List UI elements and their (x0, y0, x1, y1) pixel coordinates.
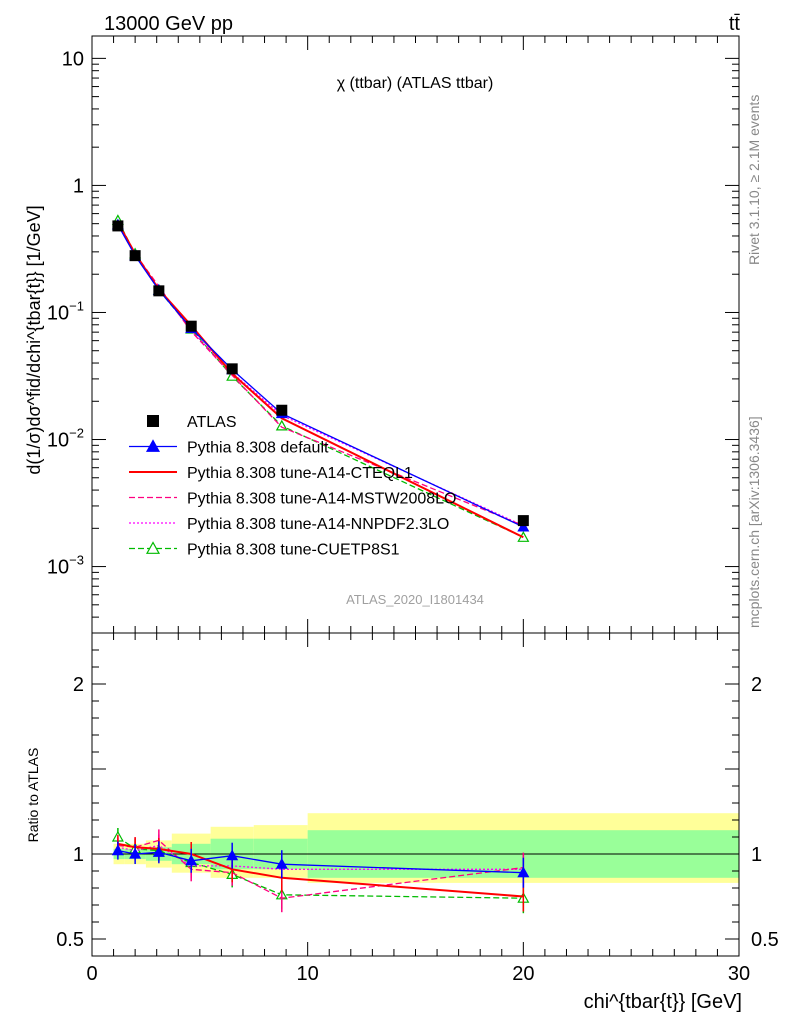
atlas-data-point (112, 220, 124, 232)
legend: ATLAS Pythia 8.308 default Pythia 8.308 tu… (129, 414, 456, 559)
main-x-ticks (91, 36, 740, 633)
ratio-point-default (111, 844, 124, 856)
ratio-point-default (517, 866, 530, 878)
main-data-marks (111, 214, 530, 542)
x-axis-title: chi^{tbar{t}} [GeV] (584, 991, 742, 1013)
ratio-x-tick-label: 10 (297, 963, 319, 985)
legend-label-cteql1: Pythia 8.308 tune-A14-CTEQL1 (187, 465, 413, 482)
ratio-point-default (226, 849, 239, 861)
series-point-default (517, 520, 530, 532)
energy-label: 13000 GeV pp (104, 13, 233, 35)
mcplots-label: mcplots.cern.ch [arXiv:1306.3436] (746, 416, 762, 628)
legend-label-cuetp: Pythia 8.308 tune-CUETP8S1 (187, 542, 400, 559)
atlas-data-point (226, 363, 238, 375)
ratio-axes: 0 10 20 300.5 0.51 12 2 (56, 632, 779, 985)
main-y-tick-label: 10−1 (47, 298, 84, 324)
legend-label-mstw: Pythia 8.308 tune-A14-MSTW2008LO (187, 491, 456, 508)
process-label: tt̄ (729, 13, 741, 35)
ratio-y-tick-label: 0.5 (56, 929, 84, 951)
ratio-y-axis-title: Ratio to ATLAS (25, 748, 41, 843)
main-y-axis: 10 1 10−1 10−2 10−3 (47, 48, 739, 634)
ratio-point-default (275, 857, 288, 869)
ratio-x-tick-label: 30 (728, 963, 750, 985)
main-y-tick-label: 10−2 (47, 426, 84, 452)
ratio-point-default (152, 846, 165, 857)
main-y-axis-title: d(1/σ)dσ^fid/dchi^{tbar{t}} [1/GeV] (24, 205, 44, 474)
ratio-y-tick-label-right: 2 (751, 674, 762, 696)
legend-label-nnpdf: Pythia 8.308 tune-A14-NNPDF2.3LO (187, 516, 449, 533)
atlas-data-point (129, 250, 141, 262)
atlas-data-point (517, 515, 529, 527)
rivet-version-label: Rivet 3.1.10, ≥ 2.1M events (746, 95, 762, 265)
atlas-data-point (276, 404, 288, 416)
legend-marker-atlas (147, 415, 159, 427)
atlas-data-point (153, 285, 165, 297)
atlas-data-point (185, 320, 197, 332)
ratio-y-tick-label: 2 (73, 674, 84, 696)
ratio-x-tick-label: 0 (86, 963, 97, 985)
ratio-y-tick-label: 1 (73, 844, 84, 866)
legend-label-atlas: ATLAS (187, 414, 237, 431)
ratio-x-tick-label: 20 (512, 963, 534, 985)
ratio-frame (91, 632, 740, 957)
ratio-uncertainty-bands (92, 813, 739, 883)
legend-marker-default (145, 439, 161, 452)
legend-label-default: Pythia 8.308 default (187, 440, 329, 457)
legend-marker-cuetp (145, 541, 161, 554)
ratio-y-tick-label-right: 0.5 (751, 929, 779, 951)
ratio-point-default (129, 847, 142, 859)
main-y-tick-label: 10−3 (47, 553, 84, 579)
ratio-data-marks (111, 828, 530, 914)
ratio-y-tick-label-right: 1 (751, 844, 762, 866)
main-y-tick-label: 10 (62, 48, 84, 70)
main-title: χ (ttbar) (ATLAS ttbar) (337, 75, 494, 92)
ratio-panel: 0 10 20 300.5 0.51 12 2 Ratio to ATLAS chi^{tb… (25, 632, 779, 1013)
main-y-tick-label: 1 (73, 175, 84, 197)
ratio-point-default (185, 854, 198, 866)
analysis-watermark: ATLAS_2020_I1801434 (346, 592, 484, 607)
